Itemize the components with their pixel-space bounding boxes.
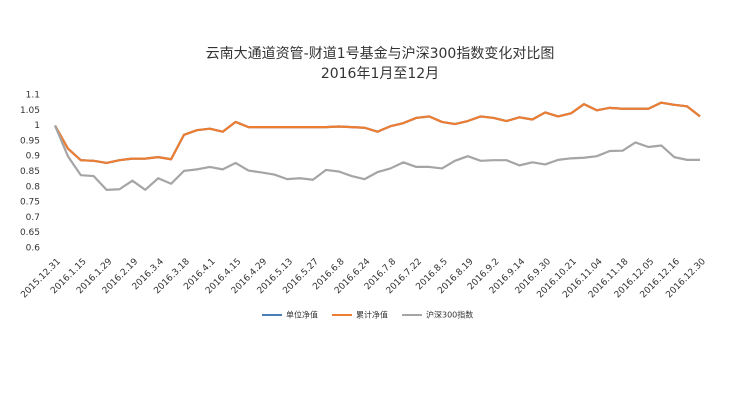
legend-label: 单位净值 [286, 310, 318, 320]
chart-subtitle: 2016年1月至12月 [321, 66, 439, 82]
chart-title: 云南大通道资管-财道1号基金与沪深300指数变化对比图 [206, 45, 555, 62]
y-tick-label: 0.95 [20, 136, 40, 146]
y-tick-label: 0.65 [20, 228, 40, 238]
y-tick-label: 0.85 [20, 167, 40, 177]
legend-label: 沪深300指数 [426, 310, 473, 320]
y-tick-label: 1 [34, 121, 40, 131]
y-tick-label: 0.7 [26, 213, 40, 223]
y-tick-label: 0.75 [20, 198, 40, 208]
series-line [54, 101, 701, 165]
y-tick-label: 0.9 [26, 152, 41, 162]
y-tick-label: 0.8 [26, 182, 41, 192]
y-tick-label: 0.6 [26, 244, 41, 254]
series-line [53, 125, 700, 191]
legend-label: 累计净值 [356, 310, 388, 320]
y-tick-label: 1.1 [26, 91, 40, 101]
y-tick-label: 1.05 [20, 106, 40, 116]
